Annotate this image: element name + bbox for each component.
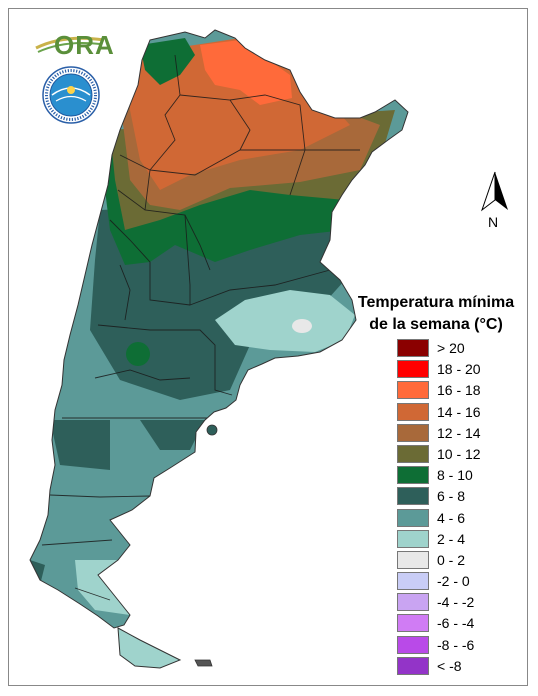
ora-logo-text: ORA [54, 30, 115, 60]
legend-title-line-1: Temperatura mínima [357, 294, 515, 311]
legend-swatch [397, 423, 429, 442]
legend-swatch [397, 381, 429, 400]
legend-swatch [397, 635, 429, 654]
legend-label: < -8 [437, 657, 462, 674]
legend-swatch [397, 529, 429, 548]
legend-label: 6 - 8 [437, 488, 466, 505]
north-arrow-icon [480, 171, 508, 212]
legend-swatch [397, 402, 429, 421]
legend-swatch [397, 360, 429, 379]
legend-label: 12 - 14 [437, 424, 481, 441]
legend-swatch [397, 487, 429, 506]
legend-label: -4 - -2 [437, 594, 475, 611]
legend-label: 4 - 6 [437, 509, 466, 526]
legend-label: -2 - 0 [437, 573, 470, 590]
legend-label: -6 - -4 [437, 615, 475, 632]
legend-swatch [397, 466, 429, 485]
legend-swatch [397, 444, 429, 463]
north-label: N [488, 214, 499, 230]
legend-swatch [397, 614, 429, 633]
institution-seal-icon [42, 66, 100, 124]
legend-swatch [397, 550, 429, 569]
legend-label: 0 - 2 [437, 551, 466, 568]
legend-label: -8 - -6 [437, 636, 475, 653]
legend-label: 16 - 18 [437, 382, 481, 399]
legend-swatch [397, 593, 429, 612]
legend-swatch [397, 572, 429, 591]
legend-swatch [397, 656, 429, 675]
legend-swatch [397, 508, 429, 527]
legend-label: 10 - 12 [437, 445, 481, 462]
legend-label: > 20 [437, 340, 465, 356]
legend-title-line-2: de la semana (°C) [369, 316, 503, 333]
legend-title: Temperatura mínima de la semana (°C) [346, 292, 526, 336]
legend-label: 18 - 20 [437, 361, 481, 378]
legend-label: 8 - 10 [437, 467, 473, 484]
legend-label: 14 - 16 [437, 403, 481, 420]
legend-swatch [397, 339, 429, 357]
ora-logo-icon [35, 36, 105, 53]
legend-label: 2 - 4 [437, 530, 466, 547]
